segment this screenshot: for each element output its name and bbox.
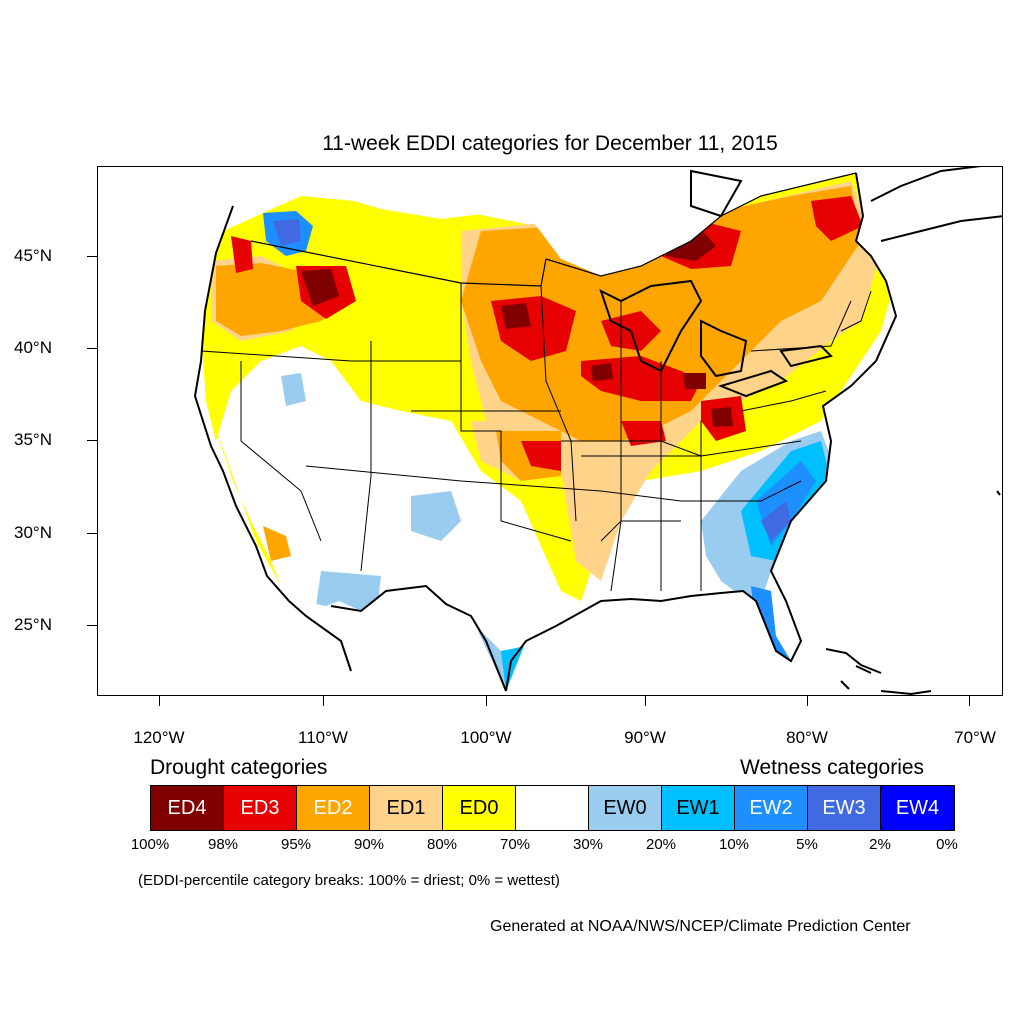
lat-label: 30°N: [14, 523, 52, 542]
lon-tick: [969, 696, 970, 706]
lat-tick: [87, 256, 97, 257]
islands: [825, 490, 1001, 695]
lat-tick: [87, 533, 97, 534]
lat-label: 35°N: [14, 430, 52, 449]
legend-swatch-ew1: EW1: [662, 786, 735, 830]
credit-line: Generated at NOAA/NWS/NCEP/Climate Predi…: [490, 918, 911, 935]
percent-break-label: 30%: [572, 836, 604, 853]
lon-label: 80°W: [786, 728, 828, 747]
drought-fields: [195, 173, 896, 691]
percent-break-label: 98%: [207, 836, 239, 853]
wetness-categories-heading: Wetness categories: [740, 756, 925, 779]
percent-break-label: 100%: [130, 836, 170, 853]
lat-tick: [87, 625, 97, 626]
lon-label: 100°W: [460, 728, 512, 747]
legend-swatch-ew2: EW2: [735, 786, 808, 830]
percent-break-label: 5%: [796, 836, 818, 853]
lon-label: 70°W: [954, 728, 996, 747]
legend-swatch-ew3: EW3: [808, 786, 881, 830]
map-title: 11-week EDDI categories for December 11,…: [322, 132, 778, 155]
eddi-map: [97, 166, 1003, 696]
coastlines-and-borders: [193, 167, 1002, 692]
drought-categories-heading: Drought categories: [150, 756, 328, 779]
percent-break-label: 2%: [869, 836, 891, 853]
lon-label: 110°W: [298, 728, 348, 747]
percent-break-label: 80%: [426, 836, 458, 853]
legend-swatch-ed4: ED4: [151, 786, 224, 830]
lat-label: 40°N: [14, 338, 52, 357]
legend-swatch-ed2: ED2: [297, 786, 370, 830]
lat-tick: [87, 348, 97, 349]
percent-break-label: 95%: [280, 836, 312, 853]
legend-swatch-ew4: EW4: [881, 786, 954, 830]
legend-swatch-ew0: EW0: [589, 786, 662, 830]
map-canvas: [193, 167, 1002, 695]
category-note: (EDDI-percentile category breaks: 100% =…: [138, 872, 560, 889]
legend-swatch-ed3: ED3: [224, 786, 297, 830]
legend-swatch-ed1: ED1: [370, 786, 443, 830]
lon-tick: [323, 696, 324, 706]
lon-label: 120°W: [133, 728, 185, 747]
legend-swatch-ed0: ED0: [443, 786, 516, 830]
lon-tick: [159, 696, 160, 706]
category-legend: ED4 ED3 ED2 ED1 ED0 EW0 EW1 EW2 EW3 EW4: [150, 785, 955, 831]
percent-break-label: 90%: [353, 836, 385, 853]
lat-label: 25°N: [14, 615, 52, 634]
lat-label: 45°N: [14, 246, 52, 265]
lon-tick: [807, 696, 808, 706]
lon-label: 90°W: [624, 728, 666, 747]
lon-tick: [486, 696, 487, 706]
percent-break-label: 0%: [936, 836, 958, 853]
lat-tick: [87, 440, 97, 441]
percent-break-label: 10%: [718, 836, 750, 853]
percent-break-label: 70%: [499, 836, 531, 853]
percent-break-label: 20%: [645, 836, 677, 853]
legend-swatch-neutral: [516, 786, 589, 830]
lon-tick: [645, 696, 646, 706]
